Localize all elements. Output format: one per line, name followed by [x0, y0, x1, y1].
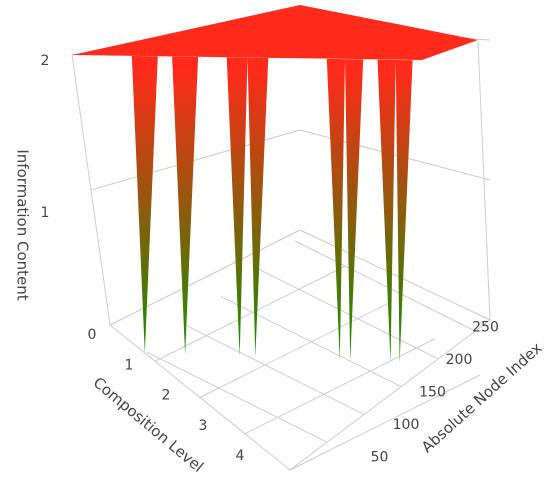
surface-top [72, 5, 478, 60]
z-tick-label: 1 [41, 205, 50, 221]
grid-line [183, 323, 365, 415]
grid-line [90, 129, 301, 191]
x-tick-label: 1 [125, 357, 134, 373]
y-tick-label: 150 [419, 385, 446, 401]
grid-line [294, 240, 476, 332]
axis-edge [299, 229, 491, 321]
surface-face [72, 55, 423, 363]
grid-line [199, 302, 391, 398]
y-tick-label: 250 [472, 320, 499, 336]
x-tick-label: 4 [236, 448, 245, 464]
axis-edge [289, 319, 491, 471]
grid-line [220, 296, 402, 388]
grid-line [154, 265, 346, 362]
axis-edge [477, 41, 491, 321]
x-tick-label: 2 [162, 388, 171, 404]
surface [72, 55, 423, 363]
grid [71, 29, 491, 471]
grid-line [299, 129, 491, 181]
x-tick-label: 3 [199, 418, 208, 434]
y-tick-label: 100 [393, 417, 420, 433]
y-tick-label: 50 [371, 450, 389, 466]
y-tick-label: 200 [446, 352, 473, 368]
z-tick-label: 2 [41, 53, 50, 69]
grid-line [109, 229, 301, 326]
x-tick-label: 0 [88, 327, 97, 343]
grid-line [257, 268, 439, 360]
grid-line [146, 351, 328, 443]
z-axis-title: Information Content [14, 149, 32, 300]
grid-line [244, 338, 436, 435]
grid-line [289, 374, 481, 471]
